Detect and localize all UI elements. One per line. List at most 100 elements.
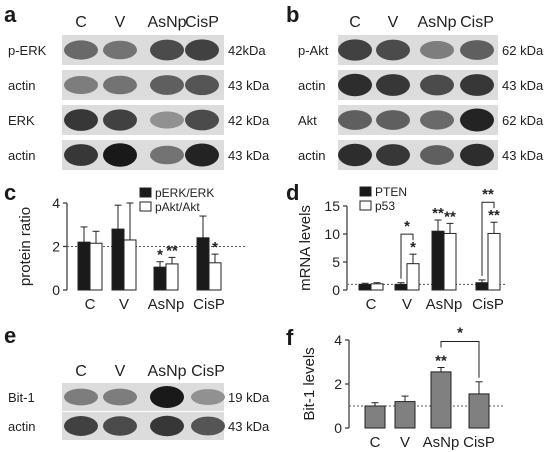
significance-marker: ** — [488, 207, 500, 224]
blot-band-b — [376, 144, 410, 166]
bar — [430, 371, 452, 429]
legend-label: p53 — [375, 199, 395, 213]
blot-band-a — [150, 111, 184, 129]
blot-kda-label-e: 19 kDa — [228, 390, 270, 405]
x-category-label: CisP — [463, 434, 495, 451]
blot-band-b — [420, 110, 454, 130]
y-tick-label: 0 — [52, 282, 60, 298]
bar — [89, 242, 103, 291]
y-tick-label: 15 — [324, 198, 340, 214]
significance-marker: ** — [432, 205, 444, 222]
y-tick-label: 2 — [52, 239, 60, 255]
blot-kda-label-a: 42kDa — [228, 43, 266, 58]
blot-kda-label-b: 43 kDa — [502, 148, 544, 163]
blot-band-b — [420, 145, 454, 165]
significance-bracket — [440, 341, 480, 378]
significance-marker: ** — [444, 208, 456, 225]
legend-swatch — [139, 187, 152, 198]
blot-band-b — [338, 73, 372, 97]
y-axis-label: protein ratio — [17, 207, 34, 286]
bracket-significance-marker: * — [404, 218, 410, 235]
x-category-label: V — [119, 296, 129, 313]
y-tick-label: 4 — [52, 195, 60, 211]
blot-kda-label-b: 62 kDa — [502, 43, 544, 58]
x-category-label: AsNp — [426, 296, 463, 313]
bar — [394, 283, 408, 291]
blot-band-e — [64, 388, 98, 406]
bar — [123, 239, 137, 291]
panel-label-a: a — [4, 2, 17, 27]
y-tick-label: 4 — [334, 332, 342, 348]
legend-label: pAkt/Akt — [155, 200, 200, 214]
blot-band-b — [376, 74, 410, 96]
blot-band-b — [460, 40, 494, 60]
x-category-label: V — [402, 296, 412, 313]
significance-marker: * — [410, 239, 416, 256]
blot-kda-label-b: 43 kDa — [502, 78, 544, 93]
bar — [208, 262, 222, 291]
panel-label-b: b — [286, 2, 299, 27]
blot-band-a — [64, 109, 98, 131]
blot-row-label-a: actin — [8, 148, 35, 163]
lane-label-e: CisP — [191, 363, 225, 380]
bar — [475, 282, 489, 291]
lane-label-e: V — [115, 363, 126, 380]
significance-marker: ** — [166, 242, 178, 259]
y-tick-label: 0 — [332, 282, 340, 298]
blot-band-e — [191, 389, 225, 405]
blot-band-b — [376, 110, 410, 130]
lane-label-e: C — [75, 363, 87, 380]
panel-label-c: c — [4, 180, 16, 205]
blot-band-b — [420, 40, 454, 60]
bar — [487, 232, 501, 291]
bar — [468, 393, 490, 429]
blot-row-label-b: actin — [298, 78, 325, 93]
bar — [153, 266, 167, 291]
lane-label-e: AsNp — [147, 363, 186, 380]
panel-label-f: f — [286, 325, 294, 350]
blot-row-label-b: actin — [298, 148, 325, 163]
y-axis-label: mRNA levels — [297, 205, 314, 291]
significance-marker: * — [157, 247, 163, 264]
blot-band-b — [460, 74, 494, 96]
y-axis-label: Bit-1 levels — [301, 347, 318, 420]
x-category-label: CisP — [472, 296, 504, 313]
western-blot-e: C V AsNp CisP Bit-1 19 kDa actin 43 kDa — [8, 363, 270, 440]
panel-label-e: e — [4, 323, 16, 348]
lane-label-a: AsNp — [147, 14, 186, 31]
blot-kda-label-a: 43 kDa — [228, 78, 270, 93]
significance-marker: * — [212, 239, 218, 256]
legend-swatch — [139, 201, 152, 212]
bar — [364, 405, 386, 429]
blot-band-a — [150, 145, 184, 165]
blot-band-b — [376, 39, 410, 61]
blot-band-a — [185, 109, 219, 131]
bar — [370, 283, 384, 291]
blot-row-label-a: ERK — [8, 113, 35, 128]
x-category-label: C — [370, 434, 381, 451]
blot-band-a — [64, 144, 98, 166]
lane-label-b: V — [388, 14, 399, 31]
lane-label-b: AsNp — [417, 14, 456, 31]
blot-band-b — [338, 110, 372, 130]
legend-label: pERK/ERK — [155, 186, 214, 200]
blot-band-a — [103, 143, 137, 167]
bracket-significance-marker: ** — [482, 186, 494, 203]
blot-kda-label-a: 43 kDa — [228, 148, 270, 163]
blot-band-b — [420, 74, 454, 96]
lane-label-b: CisP — [460, 14, 494, 31]
y-tick-label: 0 — [334, 420, 342, 436]
blot-band-a — [64, 40, 98, 60]
blot-band-a — [150, 39, 184, 61]
bar — [165, 263, 179, 291]
bar — [358, 283, 372, 291]
legend-label: PTEN — [375, 185, 407, 199]
blot-band-a — [64, 75, 98, 95]
lane-label-a: C — [75, 14, 87, 31]
blot-band-e — [103, 416, 137, 436]
x-category-label: AsNp — [423, 434, 460, 451]
